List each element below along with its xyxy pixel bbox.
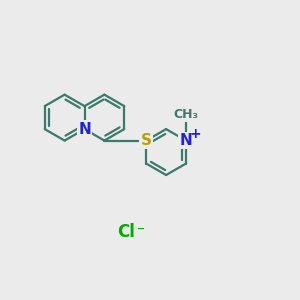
Text: S: S [141, 133, 152, 148]
Text: ⁻: ⁻ [137, 225, 145, 240]
Text: Cl: Cl [117, 224, 135, 242]
Text: N: N [78, 122, 91, 136]
Text: CH₃: CH₃ [173, 109, 199, 122]
Text: N: N [180, 133, 192, 148]
Text: +: + [189, 127, 201, 141]
